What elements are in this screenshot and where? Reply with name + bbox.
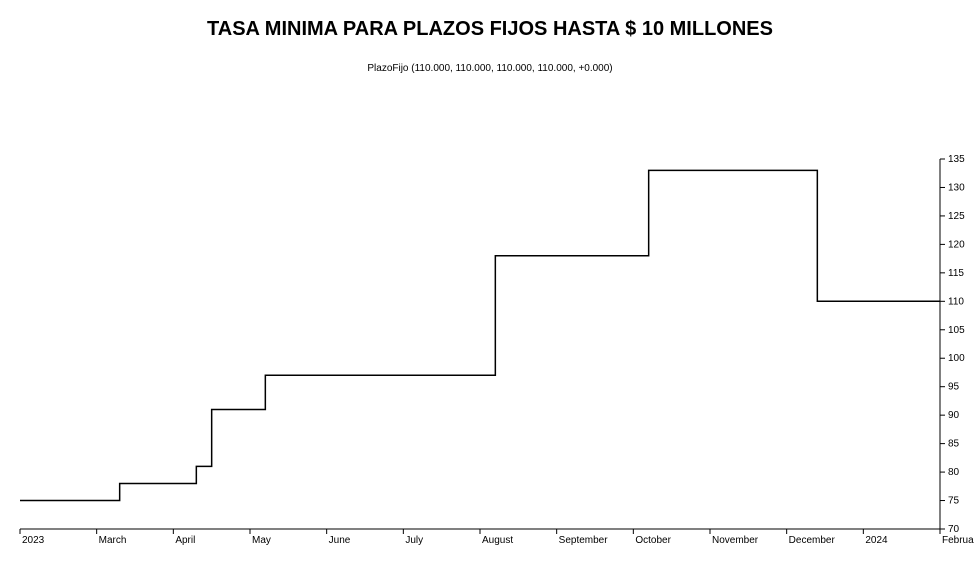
svg-text:120: 120 [948, 239, 965, 250]
chart-container: TASA MINIMA PARA PLAZOS FIJOS HASTA $ 10… [0, 0, 980, 500]
svg-text:October: October [635, 535, 671, 546]
svg-text:December: December [789, 535, 836, 546]
svg-text:May: May [252, 535, 271, 546]
svg-text:September: September [559, 535, 609, 546]
svg-text:100: 100 [948, 353, 965, 364]
svg-text:March: March [99, 535, 127, 546]
svg-text:November: November [712, 535, 759, 546]
svg-text:Februa: Februa [942, 535, 974, 546]
svg-text:August: August [482, 535, 513, 546]
svg-text:90: 90 [948, 410, 960, 421]
chart-subtitle: PlazoFijo (110.000, 110.000, 110.000, 11… [0, 41, 980, 74]
svg-text:105: 105 [948, 325, 965, 336]
step-chart: 70 75 80 85 90 95 100 105 110 115 120 125 130 135 2023… [0, 74, 980, 574]
svg-text:April: April [175, 535, 195, 546]
svg-text:June: June [329, 535, 351, 546]
svg-text:110: 110 [948, 296, 964, 307]
svg-text:130: 130 [948, 182, 965, 193]
svg-text:75: 75 [948, 496, 960, 507]
svg-text:2023: 2023 [22, 535, 45, 546]
svg-text:95: 95 [948, 382, 960, 393]
svg-text:125: 125 [948, 211, 965, 222]
svg-text:70: 70 [948, 524, 960, 535]
svg-text:80: 80 [948, 467, 960, 478]
svg-text:115: 115 [948, 268, 964, 279]
svg-text:2024: 2024 [865, 535, 888, 546]
chart-title: TASA MINIMA PARA PLAZOS FIJOS HASTA $ 10… [0, 0, 980, 41]
svg-text:135: 135 [948, 154, 965, 165]
svg-text:July: July [405, 535, 423, 546]
svg-text:85: 85 [948, 439, 960, 450]
